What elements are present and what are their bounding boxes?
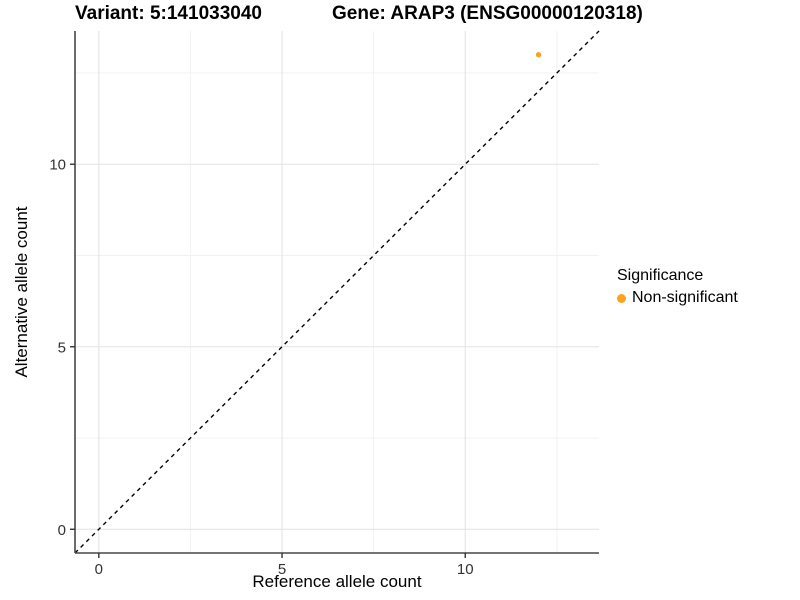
- y-axis-title: Alternative allele count: [12, 206, 31, 378]
- legend: Significance Non-significant: [617, 266, 738, 307]
- x-tick-label: 5: [278, 561, 286, 578]
- legend-point-icon: [617, 293, 626, 303]
- identity-dashed-line: [74, 30, 600, 554]
- y-tick-label: 10: [49, 157, 66, 174]
- legend-entry-label: Non-significant: [632, 289, 738, 306]
- legend-entry-non-significant: Non-significant: [617, 289, 738, 307]
- data-point-non-significant: [535, 52, 542, 58]
- y-tick-label: 5: [58, 339, 66, 356]
- x-tick-label: 10: [457, 561, 474, 578]
- gene-title: Gene: ARAP3 (ENSG00000120318): [332, 3, 643, 24]
- x-axis-title: Reference allele count: [252, 572, 422, 591]
- legend-title: Significance: [617, 267, 704, 284]
- y-tick-label: 0: [58, 522, 66, 539]
- variant-title: Variant: 5:141033040: [75, 3, 262, 24]
- x-tick-label: 0: [95, 561, 103, 578]
